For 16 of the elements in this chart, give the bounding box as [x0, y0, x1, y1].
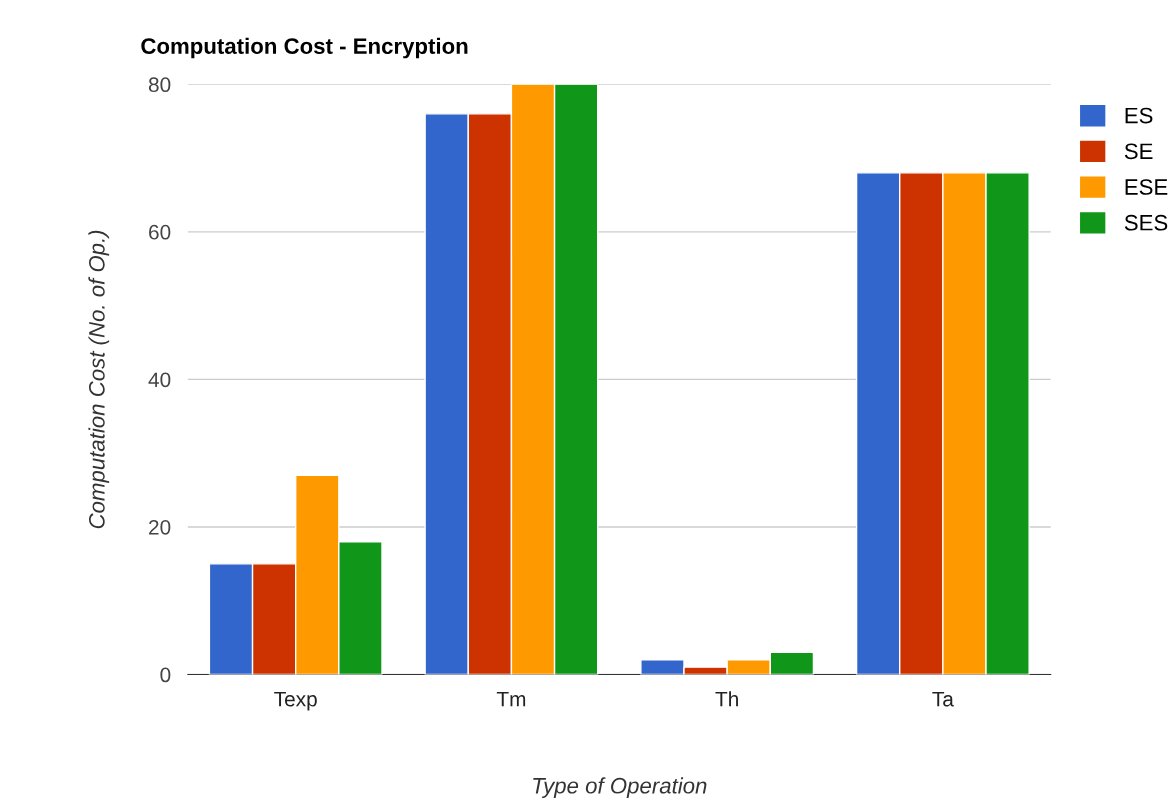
legend-label: ESE — [1125, 179, 1168, 195]
x-tick-label: Th — [715, 691, 738, 707]
y-tick-label: 60 — [149, 224, 171, 240]
x-tick-label: Texp — [274, 691, 317, 711]
y-tick-label: 0 — [160, 667, 171, 683]
y-axis-title: Computation Cost (No. of Op.) — [88, 230, 110, 529]
legend-label: SES — [1124, 214, 1168, 231]
y-tick-label: 20 — [149, 519, 171, 535]
x-tick-label: Tm — [496, 691, 526, 707]
chart-title: Computation Cost - Encryption — [141, 37, 468, 59]
x-tick-label: Ta — [932, 691, 954, 707]
x-axis-title: Type of Operation — [533, 777, 707, 798]
legend-label: SE — [1124, 143, 1153, 160]
y-tick-label: 80 — [148, 77, 171, 93]
y-tick-label: 40 — [148, 372, 171, 388]
legend-label: ES — [1125, 107, 1153, 124]
